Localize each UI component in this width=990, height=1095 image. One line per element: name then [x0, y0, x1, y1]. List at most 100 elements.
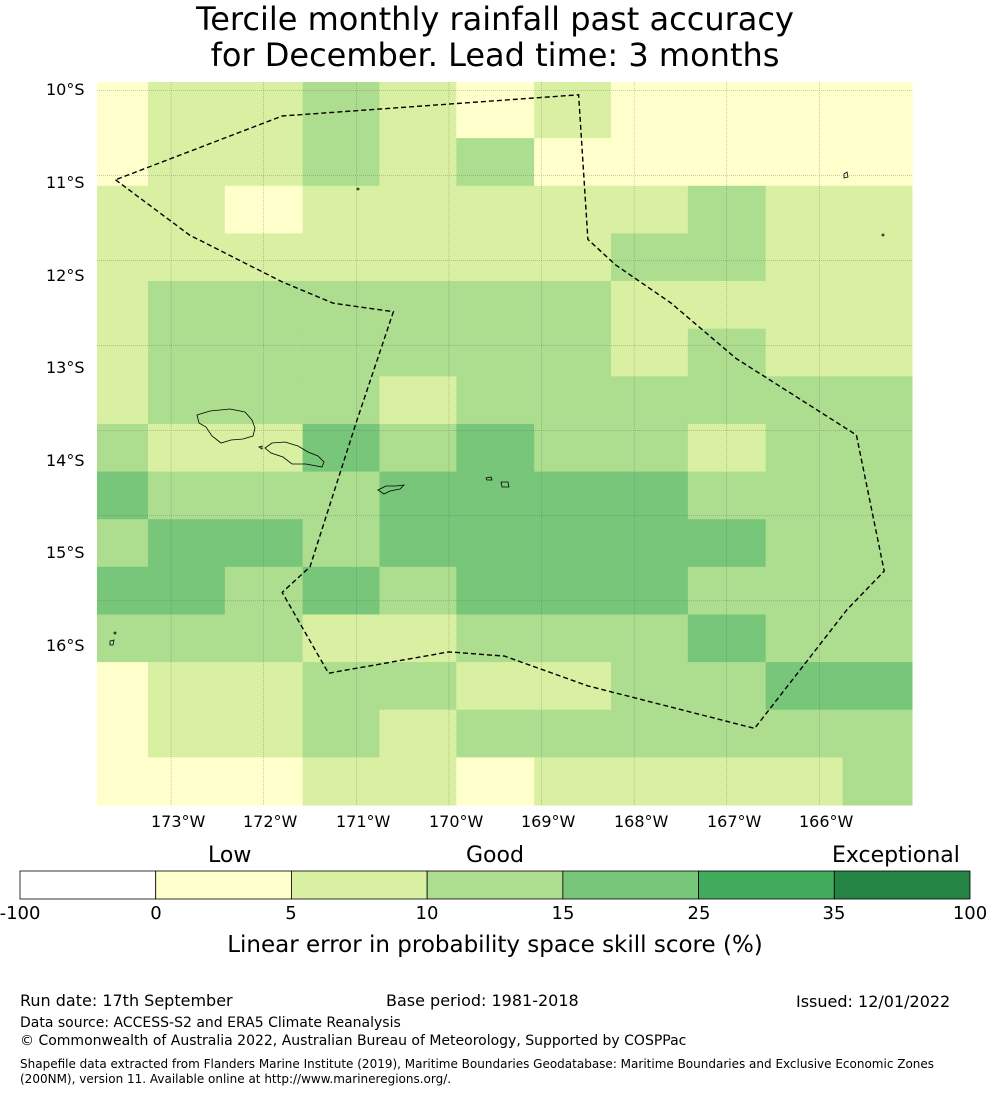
- skill-grid: [97, 82, 913, 806]
- grid-cell: [456, 757, 535, 806]
- lon-label: 166°W: [799, 812, 854, 831]
- grid-cell: [302, 328, 380, 377]
- grid-cell: [147, 566, 226, 615]
- grid-cell: [97, 376, 149, 425]
- colorbar-tick: 35: [822, 903, 846, 924]
- lat-label: 14°S: [46, 451, 85, 470]
- colorbar-tick: -100: [0, 903, 41, 924]
- grid-cell: [687, 757, 767, 806]
- grid-cell: [97, 82, 149, 139]
- island-tau: [500, 481, 510, 488]
- island-swains: [843, 171, 849, 179]
- grid-cell: [456, 233, 535, 282]
- colorbar: [19, 870, 971, 900]
- grid-cell: [379, 519, 457, 568]
- grid-cell: [97, 566, 149, 615]
- grid-cell: [302, 423, 380, 473]
- colorbar-label: Linear error in probability space skill …: [227, 932, 763, 958]
- grid-cell: [687, 709, 767, 758]
- grid-cell: [302, 233, 380, 282]
- grid-cell: [97, 138, 149, 187]
- grid-cell: [842, 471, 913, 520]
- grid-cell: [842, 328, 913, 377]
- island-upolu: [264, 441, 325, 468]
- base-period: Base period: 1981-2018: [386, 991, 579, 1010]
- grid-cell: [379, 662, 457, 711]
- grid-cell: [147, 138, 226, 187]
- data-source: Data source: ACCESS-S2 and ERA5 Climate …: [20, 1015, 401, 1031]
- grid-cell: [534, 185, 612, 234]
- grid-cell: [302, 757, 380, 806]
- lon-label: 169°W: [521, 812, 576, 831]
- grid-cell: [534, 757, 612, 806]
- grid-cell: [97, 471, 149, 520]
- grid-cell: [302, 82, 380, 139]
- grid-cell: [97, 757, 149, 806]
- islet-3: [113, 631, 117, 635]
- map-title-line1: Tercile monthly rainfall past accuracy: [196, 0, 794, 38]
- lon-label: 172°W: [243, 812, 298, 831]
- grid-cell: [147, 423, 226, 473]
- colorbar-tick: 25: [687, 903, 711, 924]
- grid-cell: [456, 519, 535, 568]
- grid-cell: [687, 233, 767, 282]
- lon-label: 171°W: [336, 812, 391, 831]
- grid-cell: [534, 281, 612, 330]
- grid-cell: [842, 281, 913, 330]
- grid-cell: [534, 328, 612, 377]
- lon-label: 173°W: [151, 812, 206, 831]
- grid-cell: [765, 138, 844, 187]
- grid-cell: [224, 233, 304, 282]
- grid-cell: [97, 328, 149, 377]
- grid-cell: [147, 281, 226, 330]
- colorbar-tick: 100: [952, 903, 988, 924]
- grid-cell: [302, 709, 380, 758]
- grid-cell: [611, 709, 689, 758]
- grid-cell: [456, 82, 535, 139]
- island-savaii: [196, 408, 256, 444]
- colorbar-segment: [19, 870, 157, 900]
- grid-cell: [534, 566, 612, 615]
- lat-label: 16°S: [46, 636, 85, 655]
- grid-cell: [611, 423, 689, 473]
- grid-cell: [379, 82, 457, 139]
- grid-cell: [97, 519, 149, 568]
- grid-cell: [687, 519, 767, 568]
- grid-cell: [456, 376, 535, 425]
- graticule: [97, 82, 912, 805]
- grid-cell: [147, 376, 226, 425]
- grid-cell: [97, 614, 149, 663]
- grid-cell: [456, 566, 535, 615]
- grid-cell: [302, 519, 380, 568]
- grid-cell: [456, 138, 535, 187]
- grid-cell: [534, 662, 612, 711]
- grid-cell: [147, 471, 226, 520]
- grid-cell: [97, 185, 149, 234]
- colorbar-segment: [291, 870, 428, 900]
- grid-cell: [611, 233, 689, 282]
- colorbar-segment: [698, 870, 835, 900]
- colorbar-category-good: Good: [466, 843, 524, 868]
- grid-cell: [147, 82, 226, 139]
- lat-label: 10°S: [46, 80, 85, 99]
- grid-cell: [379, 757, 457, 806]
- grid-cell: [456, 281, 535, 330]
- grid-cell: [842, 185, 913, 234]
- grid-cell: [842, 82, 913, 139]
- grid-cell: [765, 614, 844, 663]
- island-manono: [258, 445, 263, 450]
- grid-cell: [534, 471, 612, 520]
- grid-cell: [224, 709, 304, 758]
- island-ofu: [485, 476, 493, 481]
- grid-cell: [765, 82, 844, 139]
- grid-cell: [687, 281, 767, 330]
- lat-label: 12°S: [46, 266, 85, 285]
- island-tutuila: [377, 484, 406, 495]
- grid-cell: [687, 185, 767, 234]
- grid-cell: [97, 709, 149, 758]
- copyright: © Commonwealth of Australia 2022, Austra…: [20, 1033, 687, 1049]
- colorbar-tick: 5: [285, 903, 297, 924]
- grid-cell: [611, 566, 689, 615]
- grid-cell: [534, 614, 612, 663]
